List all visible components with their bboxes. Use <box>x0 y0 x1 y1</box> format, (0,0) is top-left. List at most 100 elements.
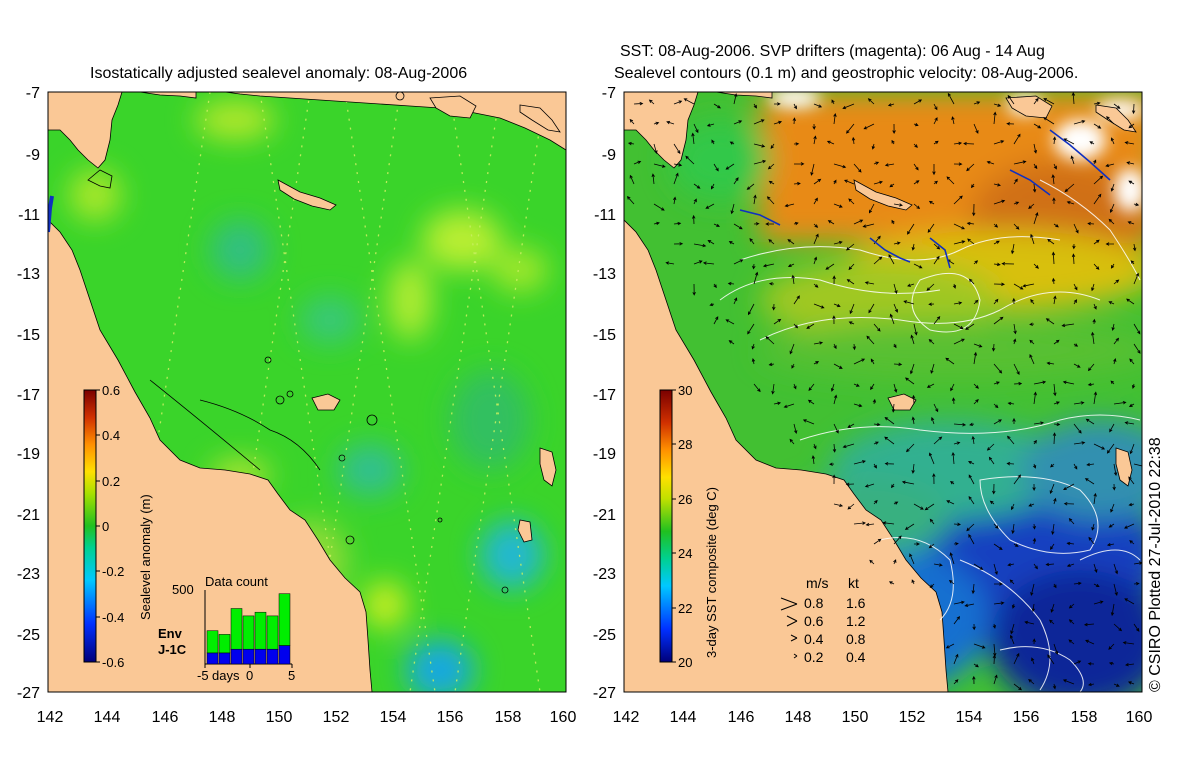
velocity-arrow <box>1071 253 1076 265</box>
velocity-arrow <box>1029 353 1035 365</box>
velocity-arrow <box>748 303 755 316</box>
velocity-arrow <box>848 198 855 205</box>
velocity-arrow <box>869 559 875 565</box>
velocity-arrow <box>1030 299 1035 305</box>
velocity-arrow <box>1013 201 1020 205</box>
velocity-arrow <box>843 179 855 185</box>
lat-tick: -23 <box>17 566 40 583</box>
velocity-arrow <box>971 435 975 445</box>
velocity-arrow <box>1031 657 1035 665</box>
velocity-arrow <box>873 161 880 165</box>
velocity-arrow <box>993 298 999 305</box>
velocity-arrow <box>911 463 915 474</box>
velocity-arrow <box>907 283 915 287</box>
velocity-arrow <box>692 214 696 225</box>
velocity-arrow <box>806 323 815 329</box>
data-count-bar-j1c <box>278 645 291 665</box>
velocity-arrow <box>693 243 707 248</box>
velocity-arrow <box>1062 380 1075 385</box>
velocity-arrow <box>893 203 903 207</box>
data-count-bar-env <box>218 634 231 654</box>
velocity-arrow <box>953 338 965 345</box>
velocity-arrow <box>911 416 916 425</box>
velocity-arrow <box>851 136 856 145</box>
velocity-arrow <box>911 579 915 585</box>
velocity-arrow <box>1073 581 1082 586</box>
velocity-arrow <box>892 123 896 134</box>
velocity-arrow <box>853 521 866 525</box>
velocity-arrow <box>1007 562 1015 567</box>
velocity-arrow <box>909 363 915 375</box>
velocity-arrow <box>773 318 782 325</box>
velocity-arrow <box>953 522 961 526</box>
velocity-arrow <box>973 663 979 668</box>
velocity-arrow <box>813 135 817 145</box>
velocity-arrow <box>768 282 775 286</box>
velocity-arrow <box>1093 492 1097 505</box>
velocity-arrow <box>1068 518 1075 525</box>
velocity-arrow <box>1091 523 1095 531</box>
velocity-arrow <box>833 203 843 208</box>
velocity-arrow <box>773 120 783 125</box>
velocity-arrow <box>1128 123 1135 129</box>
sst-colorbar-tick: 20 <box>678 655 692 670</box>
velocity-arrow <box>873 463 877 469</box>
velocity-legend-arrow <box>786 615 798 627</box>
velocity-arrow <box>888 581 895 585</box>
velocity-arrow <box>833 363 843 369</box>
velocity-arrow <box>730 203 735 215</box>
velocity-arrow <box>1088 682 1095 687</box>
velocity-arrow <box>1053 497 1057 505</box>
velocity-arrow <box>1106 443 1115 454</box>
velocity-arrow <box>932 473 936 485</box>
velocity-arrow <box>1093 583 1100 588</box>
velocity-arrow <box>1073 401 1085 405</box>
velocity-arrow <box>929 583 935 588</box>
velocity-arrow <box>873 180 883 185</box>
velocity-arrow <box>1073 283 1078 291</box>
velocity-arrow <box>1070 155 1075 165</box>
sla-colorbar: 0.6 0.4 0.2 0 -0.2 -0.4 -0.6 Sealevel an… <box>83 383 153 670</box>
velocity-arrow <box>1033 263 1039 269</box>
velocity-legend-arrow <box>780 597 798 611</box>
svp-drifter-tracks <box>739 129 1111 269</box>
data-count-bar-env <box>206 630 219 654</box>
velocity-arrow <box>833 343 837 350</box>
velocity-arrow <box>933 315 941 325</box>
velocity-arrow <box>1012 297 1016 305</box>
velocity-arrow <box>873 499 878 505</box>
velocity-arrow <box>833 179 837 185</box>
velocity-arrow <box>1113 563 1118 575</box>
velocity-arrow <box>924 503 935 511</box>
velocity-arrow <box>832 474 836 485</box>
velocity-arrow <box>1108 301 1115 305</box>
velocity-arrow <box>665 261 675 265</box>
velocity-arrow <box>965 323 975 330</box>
velocity-arrow <box>693 260 703 265</box>
velocity-arrow <box>970 183 975 189</box>
velocity-arrow <box>1013 283 1024 290</box>
sla-colorbar-tick: 0.6 <box>102 383 120 398</box>
velocity-arrow <box>1111 323 1115 331</box>
velocity-arrow <box>852 343 856 351</box>
sla-colorbar-tick: 0 <box>102 519 109 534</box>
velocity-arrow <box>1045 562 1055 567</box>
velocity-arrow <box>812 123 816 130</box>
velocity-arrow <box>707 239 715 245</box>
velocity-arrow <box>893 241 901 245</box>
data-count-bars <box>206 593 291 665</box>
velocity-arrow <box>953 653 959 665</box>
velocity-arrow <box>1125 662 1135 667</box>
velocity-arrow <box>994 582 1003 586</box>
velocity-arrow <box>968 495 975 505</box>
velocity-arrow <box>728 340 735 345</box>
velocity-arrow <box>966 163 975 172</box>
velocity-arrow <box>807 399 815 405</box>
velocity-arrow <box>1127 221 1135 225</box>
sealevel-contours <box>719 179 1141 692</box>
velocity-arrow <box>1093 193 1102 205</box>
velocity-arrow <box>945 357 955 365</box>
velocity-arrow <box>802 419 815 425</box>
velocity-arrow <box>993 183 1001 187</box>
velocity-arrow <box>1128 403 1135 407</box>
